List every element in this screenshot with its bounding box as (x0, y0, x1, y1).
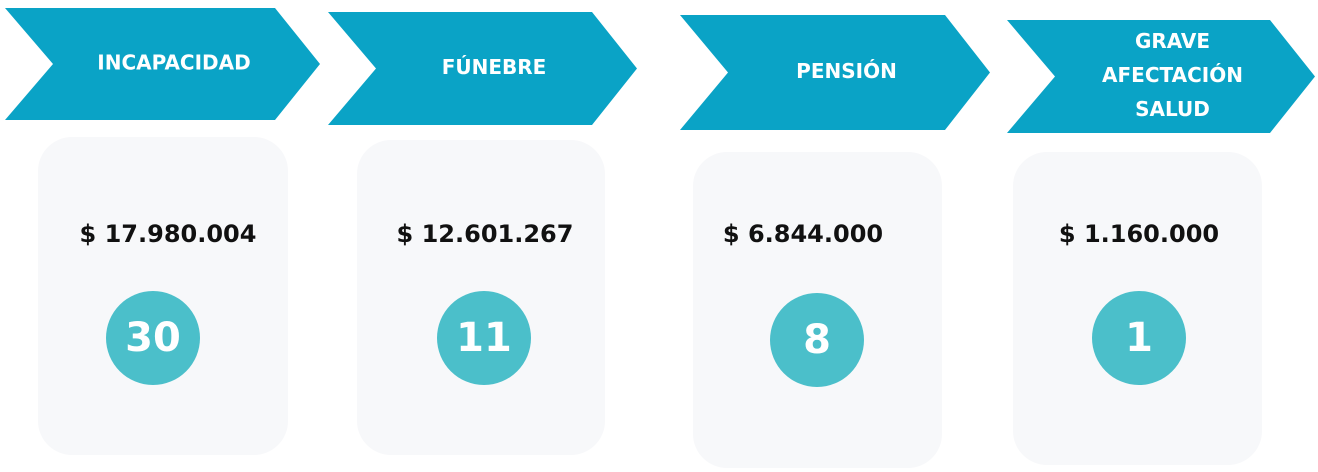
count-badge (106, 291, 200, 385)
category-label: INCAPACIDAD (97, 51, 250, 75)
amount: $ 6.844.000 (723, 220, 883, 248)
category-label: FÚNEBRE (442, 55, 547, 79)
amount: $ 17.980.004 (80, 220, 257, 248)
count: 1 (1125, 315, 1153, 361)
category-label: SALUD (1135, 97, 1210, 121)
amount: $ 1.160.000 (1059, 220, 1219, 248)
arrow-banner (680, 15, 990, 130)
arrow-banner (5, 8, 320, 120)
count-badge (770, 293, 864, 387)
count-badge (1092, 291, 1186, 385)
count: 8 (803, 317, 831, 363)
category-label: AFECTACIÓN (1102, 63, 1243, 87)
amount: $ 12.601.267 (397, 220, 574, 248)
arrow-banner (328, 12, 637, 125)
count-badge (437, 291, 531, 385)
category-label: PENSIÓN (796, 59, 897, 83)
category-label: GRAVE (1135, 29, 1210, 53)
arrow-banner (1007, 20, 1315, 133)
count: 30 (125, 315, 181, 361)
count: 11 (456, 315, 512, 361)
